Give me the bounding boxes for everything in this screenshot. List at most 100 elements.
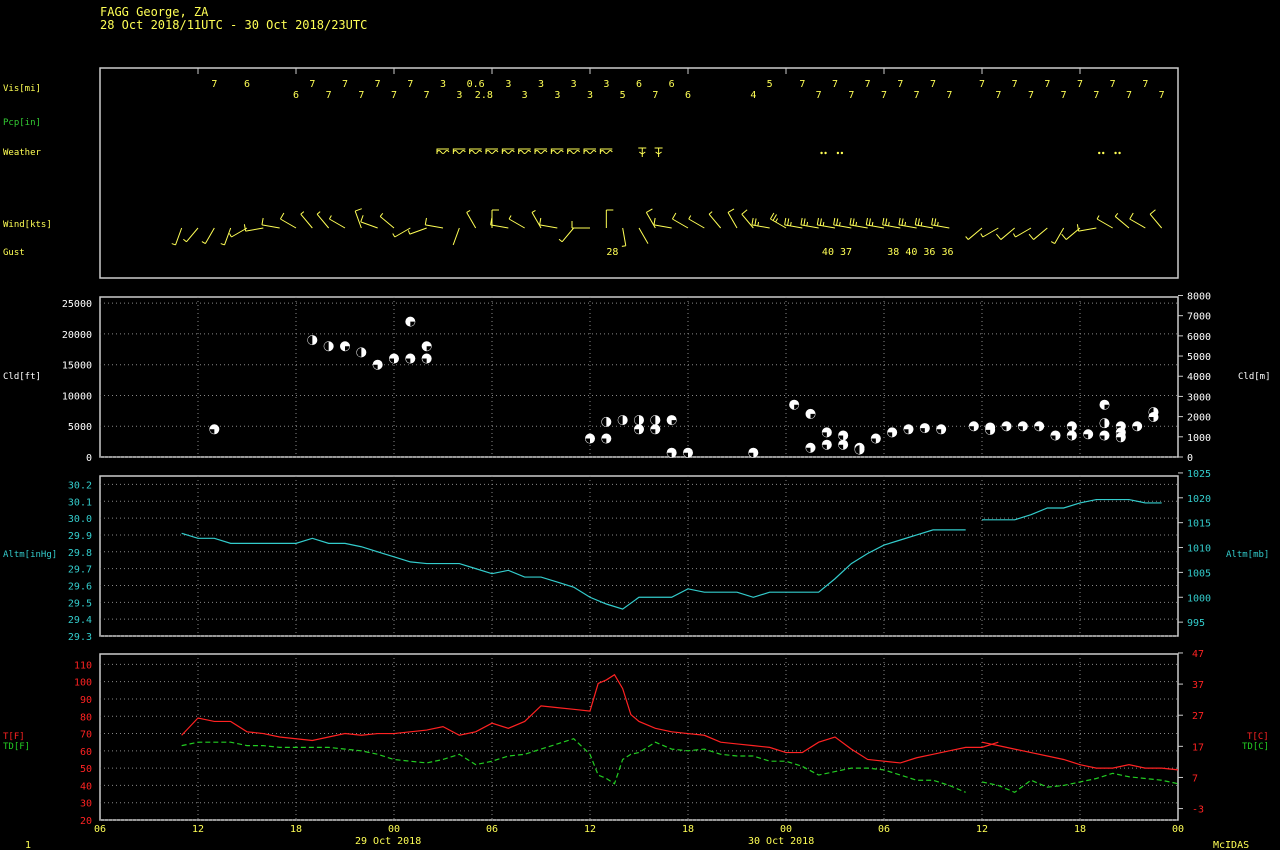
- cloud-cover-fill: [969, 426, 974, 431]
- vis-value: 7: [881, 90, 887, 101]
- vis-value: 7: [1061, 90, 1067, 101]
- wind-barb: [452, 227, 460, 246]
- vis-value: 7: [326, 90, 332, 101]
- thunder-symbol: [654, 147, 663, 157]
- vis-value: 7: [342, 79, 348, 90]
- cld-y-tick: 20000: [62, 330, 92, 341]
- wind-barb: [183, 227, 199, 243]
- wind-label: Wind[kts]: [3, 220, 52, 230]
- wind-barb: [751, 217, 770, 229]
- dew-right-label: TD[C]: [1242, 742, 1269, 752]
- temp-right-label: T[C]: [1247, 732, 1269, 742]
- wind-barb: [1012, 227, 1032, 238]
- vis-value: 7: [391, 90, 397, 101]
- weather-label: Weather: [3, 148, 42, 158]
- wind-barb: [688, 215, 705, 229]
- wind-barb: [605, 209, 614, 228]
- cloud-cover-fill: [618, 415, 623, 425]
- temp-c-tick: 27: [1192, 711, 1204, 722]
- altm-y-tick: 29.6: [68, 581, 92, 592]
- wind-barb: [741, 209, 754, 229]
- wind-barb: [328, 215, 346, 229]
- cloud-cover-fill: [1083, 434, 1089, 439]
- cloud-cover-fill: [405, 358, 411, 364]
- temp-y-tick: 20: [80, 816, 92, 827]
- cloud-cover-fill: [650, 429, 656, 434]
- temp-y-tick: 100: [74, 678, 92, 689]
- altm-right-label: Altm[mb]: [1226, 550, 1269, 560]
- haze-symbol: [501, 148, 515, 154]
- altm-left-label: Altm[inHg]: [3, 550, 57, 560]
- vis-value: 7: [309, 79, 315, 90]
- thunder-symbol: [638, 147, 647, 157]
- haze-symbol: [436, 148, 450, 154]
- x-tick-label: 18: [290, 824, 302, 835]
- x-tick-label: 06: [94, 824, 106, 835]
- panel-temperature: [99, 653, 1179, 821]
- cloud-cover-fill: [1067, 435, 1072, 440]
- cld-m-tick: 4000: [1187, 372, 1211, 383]
- cld-y-tick: 10000: [62, 391, 92, 402]
- wind-barb: [931, 217, 950, 229]
- temp-left-label: T[F]: [3, 732, 25, 742]
- drizzle-symbol: [820, 151, 823, 155]
- wind-barb: [1114, 213, 1130, 229]
- wind-barb: [490, 217, 509, 229]
- wind-barb: [621, 227, 627, 247]
- vis-value: 2.8: [475, 90, 493, 101]
- vis-value: 7: [1126, 90, 1132, 101]
- dewpoint-line: [981, 772, 1179, 794]
- cloud-cover-fill: [1104, 404, 1109, 410]
- vis-value: 7: [1077, 79, 1083, 90]
- wind-barb: [865, 217, 885, 229]
- vis-value: 7: [930, 79, 936, 90]
- cloud-cover-fill: [683, 452, 688, 458]
- cloud-cover-fill: [585, 438, 590, 444]
- cld-m-tick: 7000: [1187, 312, 1211, 323]
- vis-value: 7: [914, 90, 920, 101]
- cld-left-label: Cld[ft]: [3, 372, 41, 382]
- gust-label: Gust: [3, 248, 25, 258]
- cloud-cover-fill: [1132, 426, 1138, 431]
- vis-value: 7: [424, 90, 430, 101]
- cloud-cover-fill: [426, 346, 432, 351]
- temp-c-tick: 7: [1192, 773, 1198, 784]
- cld-m-tick: 0: [1187, 453, 1193, 464]
- vis-value: 3: [440, 79, 446, 90]
- vis-value: 7: [1012, 79, 1018, 90]
- cld-m-tick: 8000: [1187, 291, 1211, 302]
- cloud-cover-fill: [634, 415, 639, 425]
- haze-symbol: [583, 148, 597, 154]
- vis-value: 6: [669, 79, 675, 90]
- vis-value: 5: [767, 79, 773, 90]
- vis-value: 3: [522, 90, 528, 101]
- altm-y-tick: 29.7: [68, 565, 92, 576]
- wind-barb: [220, 227, 232, 246]
- vis-value: 4: [750, 90, 756, 101]
- wind-barb: [816, 217, 836, 229]
- x-tick-label: 06: [486, 824, 498, 835]
- gust-value: 38 40 36 36: [887, 247, 953, 258]
- temp-y-tick: 50: [80, 764, 92, 775]
- x-tick-label: 12: [584, 824, 596, 835]
- cld-y-tick: 0: [86, 453, 92, 464]
- temp-y-tick: 90: [80, 695, 92, 706]
- wind-barb: [360, 215, 378, 229]
- x-tick-label: 18: [1074, 824, 1086, 835]
- wind-barb: [995, 227, 1015, 240]
- vis-value: 7: [799, 79, 805, 90]
- cloud-cover-fill: [324, 341, 329, 351]
- temp-c-tick: 37: [1192, 680, 1204, 691]
- wind-barb: [1076, 224, 1097, 232]
- vis-value: 6: [244, 79, 250, 90]
- altimeter-line: [181, 529, 966, 610]
- wind-barb: [965, 227, 983, 240]
- wind-barb: [571, 221, 590, 229]
- vis-value: 6: [636, 79, 642, 90]
- temp-y-tick: 30: [80, 799, 92, 810]
- cloud-cover-fill: [422, 358, 427, 364]
- vis-value: 7: [832, 79, 838, 90]
- cloud-cover-fill: [855, 445, 860, 455]
- x-tick-label: 00: [388, 824, 400, 835]
